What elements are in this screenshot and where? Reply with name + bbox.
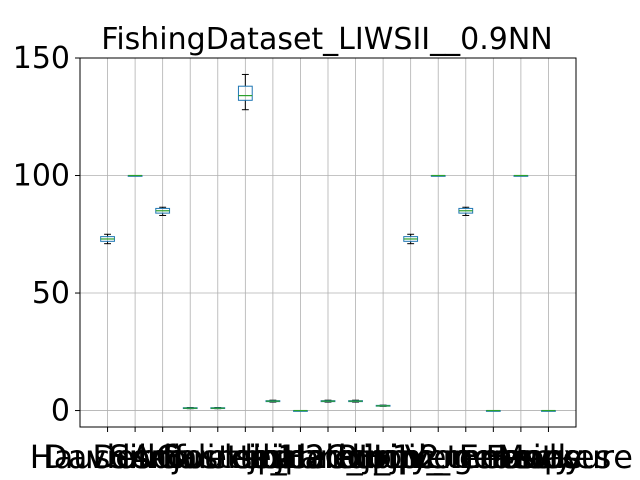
box-1 <box>100 233 115 245</box>
box-7 <box>265 399 281 403</box>
box-15 <box>485 409 501 412</box>
y-tick-label: 50 <box>32 276 70 311</box>
y-axis: 0 50 100 150 <box>13 41 80 429</box>
box-13 <box>430 174 446 177</box>
x-tick-label: jp1 <box>247 438 298 476</box>
x-tick-label: Measure <box>497 438 633 476</box>
chart-title: FishingDataset_LIWSII__0.9NN <box>101 22 552 57</box>
x-tick-label: Purity <box>337 438 430 476</box>
box-2 <box>127 174 143 177</box>
y-tick-label: 0 <box>51 394 70 429</box>
box-17 <box>541 409 556 412</box>
x-tick-label: Silhouette <box>109 438 272 476</box>
x-tick-label: scaled_jp2 <box>271 438 439 476</box>
box-8 <box>293 409 308 412</box>
x-tick-label: Homogeneity <box>358 438 573 476</box>
x-tick-label: Davies-Bouldin <box>43 438 282 476</box>
box-16 <box>513 174 529 177</box>
grid-lines <box>80 57 576 427</box>
box-4 <box>182 406 198 410</box>
y-tick-label: 100 <box>13 159 70 194</box>
box-9 <box>320 399 336 403</box>
x-tick-label: jp2 <box>275 438 326 476</box>
box-6 <box>237 73 253 111</box>
box-14 <box>458 206 474 216</box>
x-tick-label: Hausdorff <box>30 438 187 476</box>
iqr-box <box>237 85 253 101</box>
x-tick-label: Adjusted_rand <box>131 438 360 476</box>
box-12 <box>403 233 419 245</box>
box-series <box>100 73 556 412</box>
x-tick-label: Entropy <box>459 438 583 476</box>
x-tick-label: Harmonic_mean <box>280 438 541 476</box>
x-axis: HausdorffDunnDavies-BouldinSilhouetteCal… <box>30 427 633 476</box>
y-tick-label: 150 <box>13 41 70 76</box>
x-tick-label: Completeness <box>324 438 552 476</box>
box-3 <box>155 206 171 216</box>
x-tick-label: scaled_jp1 <box>244 438 412 476</box>
x-tick-label: Fowlkes <box>486 438 612 476</box>
box-10 <box>348 399 363 403</box>
x-tick-label: Calinski <box>156 438 280 476</box>
x-tick-label: Dunn <box>92 438 177 476</box>
box-11 <box>375 404 391 407</box>
x-tick-label: V_measure <box>405 438 582 476</box>
box-5 <box>210 406 226 410</box>
